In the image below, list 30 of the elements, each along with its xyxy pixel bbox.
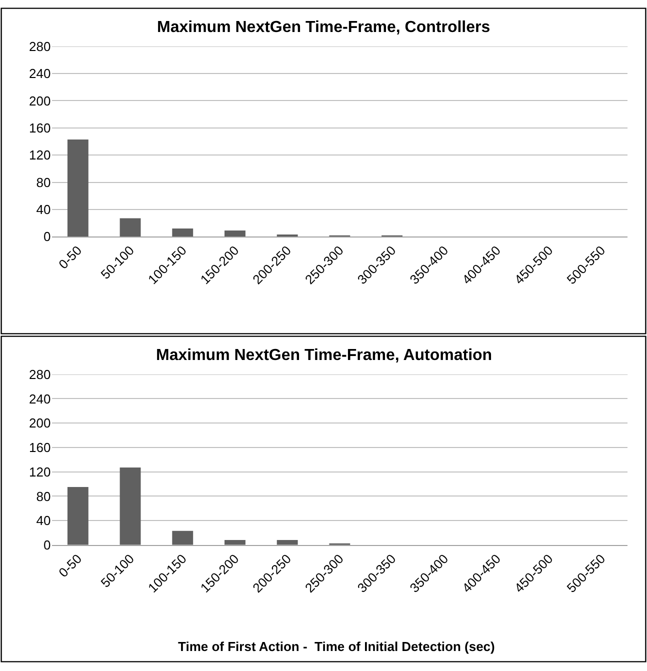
x-axis-title: Time of First Action - Time of Initial Detection (sec)	[178, 639, 495, 654]
bar	[172, 228, 194, 237]
bar	[120, 468, 141, 545]
y-tick-label: 200	[29, 93, 51, 108]
chart-title: Maximum NextGen Time-Frame, Automation	[156, 347, 492, 364]
y-tick-label: 40	[36, 202, 51, 217]
y-tick-label: 0	[44, 229, 51, 244]
y-tick-label: 120	[29, 148, 51, 163]
bar	[120, 218, 141, 237]
y-tick-label: 80	[36, 488, 51, 504]
y-tick-label: 40	[36, 513, 51, 528]
y-tick-label: 160	[29, 440, 51, 456]
bar	[224, 230, 246, 237]
x-tick-label: 0-50	[56, 242, 85, 272]
bar	[67, 487, 88, 545]
bar	[172, 530, 194, 545]
y-tick-label: 280	[29, 38, 51, 54]
chart-title: Maximum NextGen Time-Frame, Controllers	[157, 19, 490, 36]
y-tick-label: 240	[29, 391, 51, 406]
x-tick-label: 0-50	[56, 551, 85, 580]
y-tick-label: 80	[36, 174, 51, 190]
y-tick-label: 120	[29, 464, 51, 480]
y-tick-label: 280	[29, 366, 51, 382]
y-tick-label: 0	[44, 537, 51, 552]
bar	[67, 139, 88, 237]
y-tick-label: 200	[29, 416, 51, 431]
bar	[224, 540, 246, 545]
y-tick-label: 160	[29, 120, 51, 136]
bar	[276, 540, 298, 545]
y-tick-label: 240	[29, 66, 51, 82]
